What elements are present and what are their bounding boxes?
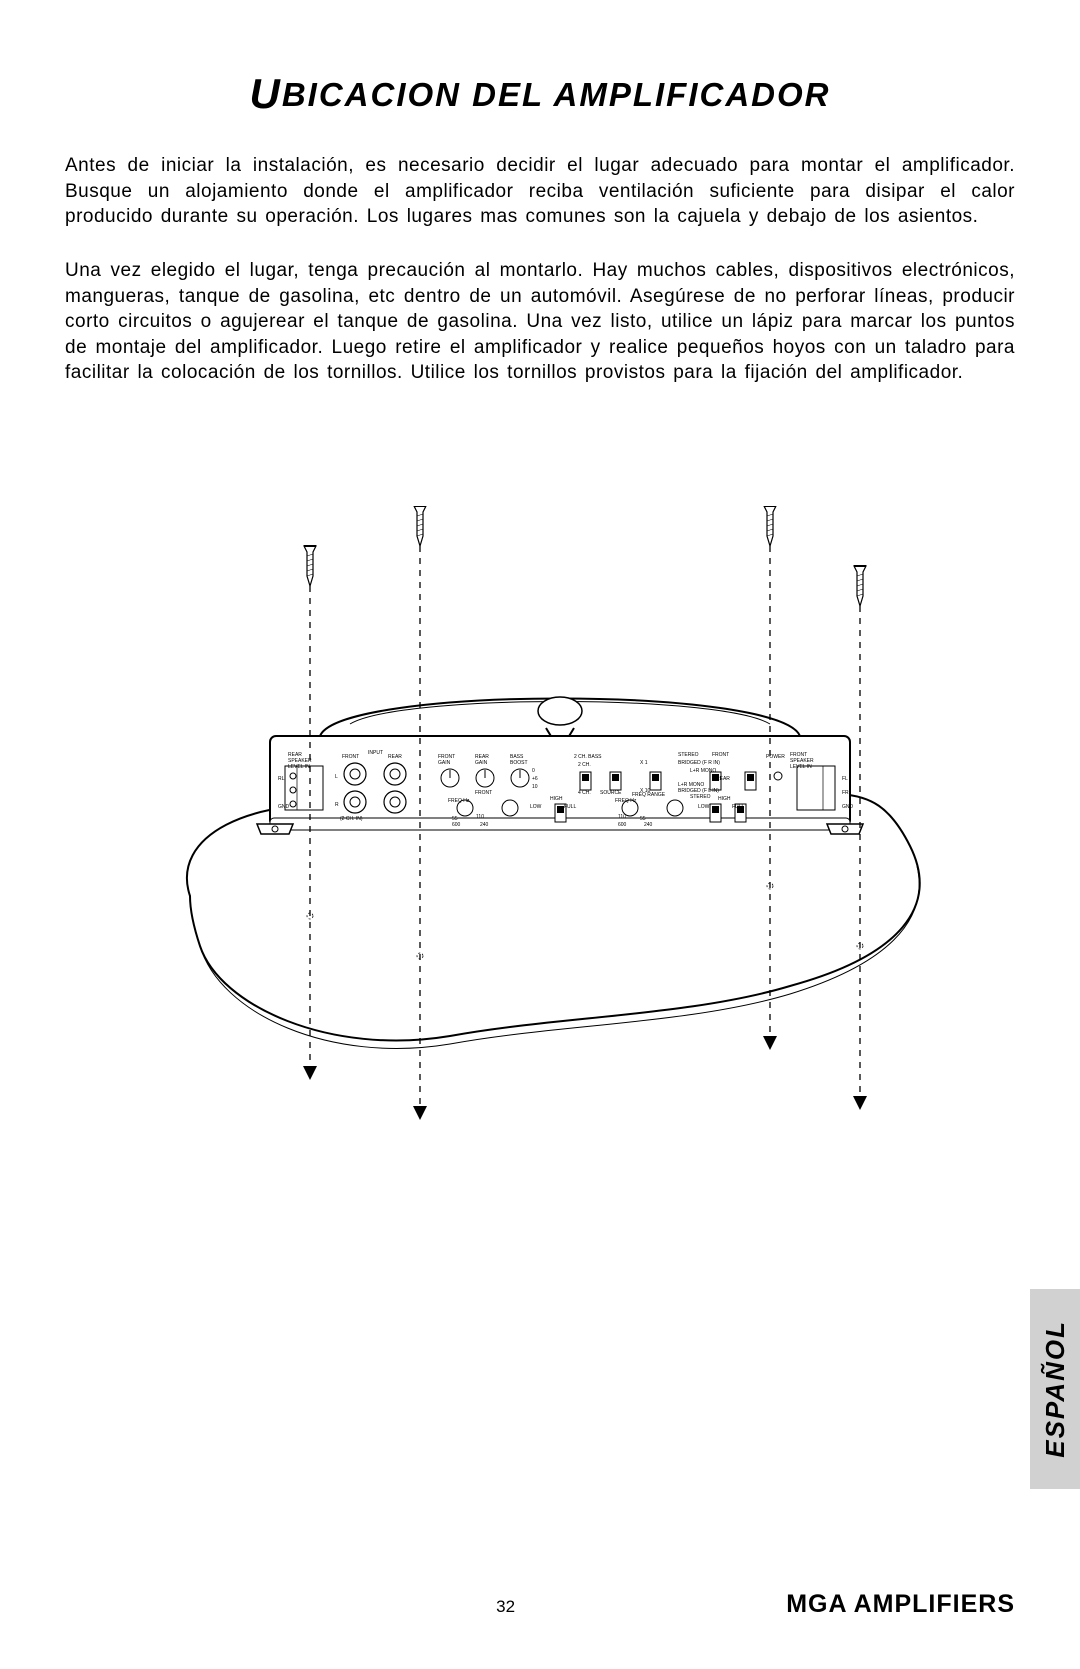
- svg-text:HIGH: HIGH: [718, 796, 731, 802]
- svg-text:L+R MONO: L+R MONO: [690, 768, 716, 774]
- svg-text:FRONT: FRONT: [712, 752, 729, 758]
- svg-text:INPUT: INPUT: [368, 750, 383, 756]
- svg-text:R: R: [335, 802, 339, 808]
- installation-diagram: REARSPEAKERLEVEL INRLGNDFRONTINPUTREARLR…: [65, 506, 1015, 1226]
- svg-text:LOW: LOW: [530, 804, 542, 810]
- svg-text:110: 110: [618, 814, 626, 820]
- svg-text:SOURCE: SOURCE: [600, 790, 622, 796]
- svg-text:X 1: X 1: [640, 760, 648, 766]
- svg-text:GAIN: GAIN: [438, 760, 451, 766]
- svg-text:FULL: FULL: [732, 804, 744, 810]
- title-text: BICACION DEL AMPLIFICADOR: [282, 76, 831, 113]
- svg-text:REAR: REAR: [716, 776, 730, 782]
- svg-text:LEVEL IN: LEVEL IN: [790, 764, 812, 770]
- svg-text:GND: GND: [842, 804, 854, 810]
- svg-text:RL: RL: [278, 776, 285, 782]
- svg-text:2 CH.: 2 CH.: [578, 762, 591, 768]
- svg-text:FREQ Hz: FREQ Hz: [448, 798, 470, 804]
- svg-text:L: L: [335, 774, 338, 780]
- language-tab: ESPAÑOL: [1030, 1289, 1080, 1489]
- svg-text:POWER: POWER: [766, 754, 785, 760]
- language-tab-label: ESPAÑOL: [1040, 1320, 1071, 1458]
- svg-text:FREQ RANGE: FREQ RANGE: [632, 792, 666, 798]
- svg-text:BRIDGED (F R IN): BRIDGED (F R IN): [678, 760, 720, 766]
- svg-text:FREQ Hz: FREQ Hz: [615, 798, 637, 804]
- svg-text:4 CH.: 4 CH.: [578, 790, 591, 796]
- svg-text:0: 0: [532, 768, 535, 774]
- svg-text:110: 110: [476, 814, 484, 820]
- svg-text:FL: FL: [842, 776, 848, 782]
- paragraph-2: Una vez elegido el lugar, tenga precauci…: [65, 258, 1015, 386]
- svg-text:HIGH: HIGH: [550, 796, 563, 802]
- svg-text:REAR: REAR: [388, 754, 402, 760]
- svg-text:FRONT: FRONT: [475, 790, 492, 796]
- svg-text:2 CH. BASS: 2 CH. BASS: [574, 754, 602, 760]
- svg-text:10: 10: [532, 784, 538, 790]
- svg-text:GND: GND: [278, 804, 290, 810]
- svg-text:LEVEL IN: LEVEL IN: [288, 764, 310, 770]
- svg-text:LOW: LOW: [698, 804, 710, 810]
- page-number: 32: [65, 1597, 786, 1617]
- svg-text:600: 600: [452, 822, 461, 828]
- svg-text:240: 240: [480, 822, 489, 828]
- svg-text:600: 600: [618, 822, 627, 828]
- svg-text:BOOST: BOOST: [510, 760, 528, 766]
- svg-text:STEREO: STEREO: [678, 752, 699, 758]
- brand-footer: MGA AMPLIFIERS: [786, 1590, 1015, 1619]
- paragraph-1: Antes de iniciar la instalación, es nece…: [65, 153, 1015, 230]
- svg-text:FULL: FULL: [564, 804, 576, 810]
- svg-text:GAIN: GAIN: [475, 760, 488, 766]
- svg-text:STEREO: STEREO: [690, 794, 711, 800]
- page-title: UBICACION DEL AMPLIFICADOR: [65, 70, 1015, 118]
- svg-text:+6: +6: [532, 776, 538, 782]
- svg-text:FR: FR: [842, 790, 849, 796]
- svg-text:(2 CH. IN): (2 CH. IN): [340, 816, 363, 822]
- svg-text:FRONT: FRONT: [342, 754, 359, 760]
- svg-text:240: 240: [644, 822, 653, 828]
